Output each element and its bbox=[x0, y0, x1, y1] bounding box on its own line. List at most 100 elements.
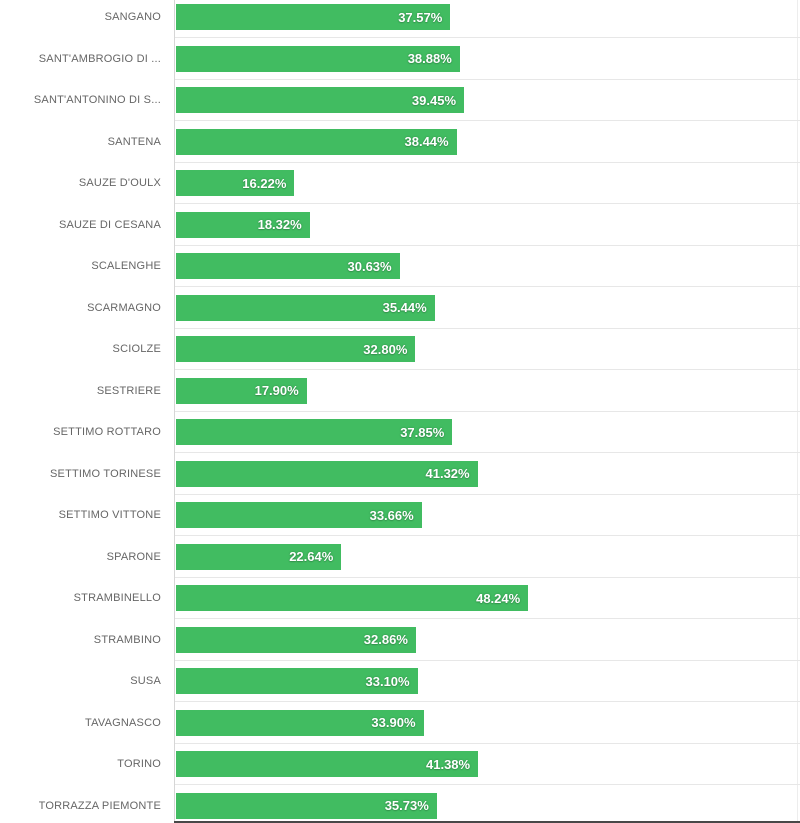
value-label: 41.32% bbox=[425, 466, 470, 481]
category-label-cell: SCIOLZE bbox=[0, 332, 175, 366]
category-label: SANGANO bbox=[104, 11, 161, 23]
plot-cell: 35.73% bbox=[175, 789, 800, 823]
value-label: 35.73% bbox=[384, 798, 429, 813]
bar[interactable]: 37.85% bbox=[176, 419, 453, 445]
bar[interactable]: 37.57% bbox=[176, 4, 451, 30]
bar[interactable]: 35.44% bbox=[176, 294, 435, 321]
chart-row: SCIOLZE 32.80% bbox=[0, 332, 800, 374]
bar[interactable]: 32.80% bbox=[176, 336, 416, 362]
category-label: SAUZE D'OULX bbox=[78, 177, 161, 189]
category-label: STRAMBINELLO bbox=[73, 592, 161, 604]
chart-row: STRAMBINO 32.86% bbox=[0, 623, 800, 665]
value-label: 37.57% bbox=[398, 9, 443, 25]
plot-cell: 38.44% bbox=[175, 125, 800, 167]
category-label: SCARMAGNO bbox=[87, 301, 161, 314]
category-label: SESTRIERE bbox=[96, 384, 161, 397]
category-label: TORINO bbox=[117, 758, 161, 770]
value-label: 38.44% bbox=[404, 134, 449, 149]
category-label-cell: SCARMAGNO bbox=[0, 291, 175, 325]
bar[interactable]: 33.10% bbox=[176, 668, 418, 694]
value-label: 41.38% bbox=[426, 756, 471, 772]
bar[interactable]: 18.32% bbox=[176, 211, 310, 238]
chart-row: SANT'ANTONINO DI S... 39.45% bbox=[0, 83, 800, 125]
plot-cell: 17.90% bbox=[175, 374, 800, 416]
bar[interactable]: 22.64% bbox=[176, 543, 342, 570]
bar[interactable]: 39.45% bbox=[176, 87, 464, 113]
chart-row: TORINO 41.38% bbox=[0, 747, 800, 789]
y-axis-line bbox=[174, 0, 175, 823]
category-label: SANT'AMBROGIO DI ... bbox=[38, 52, 161, 65]
bar[interactable]: 38.44% bbox=[176, 128, 457, 155]
value-label: 16.22% bbox=[242, 175, 287, 191]
value-label: 32.86% bbox=[363, 632, 408, 647]
category-label-cell: TORRAZZA PIEMONTE bbox=[0, 789, 175, 823]
value-label: 18.32% bbox=[257, 217, 302, 232]
bar[interactable]: 30.63% bbox=[176, 253, 400, 279]
x-axis-line bbox=[174, 820, 800, 823]
category-label-cell: SUSA bbox=[0, 664, 175, 698]
value-label: 33.66% bbox=[369, 507, 414, 523]
value-label: 30.63% bbox=[347, 258, 392, 274]
value-label: 22.64% bbox=[289, 549, 334, 564]
plot-cell: 35.44% bbox=[175, 291, 800, 333]
bar[interactable]: 33.90% bbox=[176, 709, 424, 736]
category-label-cell: STRAMBINELLO bbox=[0, 581, 175, 615]
plot-cell: 48.24% bbox=[175, 581, 800, 623]
chart-row: SAUZE DI CESANA 18.32% bbox=[0, 208, 800, 250]
category-label-cell: SESTRIERE bbox=[0, 374, 175, 408]
category-label-cell: SANT'AMBROGIO DI ... bbox=[0, 42, 175, 76]
plot-cell: 33.90% bbox=[175, 706, 800, 748]
category-label-cell: SANTENA bbox=[0, 125, 175, 159]
category-label: SAUZE DI CESANA bbox=[58, 218, 161, 231]
plot-right-boundary-line bbox=[797, 0, 798, 823]
value-label: 32.80% bbox=[363, 341, 408, 357]
category-label: SANT'ANTONINO DI S... bbox=[33, 94, 161, 106]
category-label: TORRAZZA PIEMONTE bbox=[38, 799, 161, 812]
category-label: SPARONE bbox=[106, 550, 161, 563]
plot-cell: 18.32% bbox=[175, 208, 800, 250]
bar[interactable]: 32.86% bbox=[176, 626, 416, 653]
category-label-cell: SAUZE D'OULX bbox=[0, 166, 175, 200]
bar[interactable]: 41.38% bbox=[176, 751, 479, 777]
chart-row: TORRAZZA PIEMONTE 35.73% bbox=[0, 789, 800, 823]
category-label-cell: STRAMBINO bbox=[0, 623, 175, 657]
plot-cell: 32.80% bbox=[175, 332, 800, 374]
bar[interactable]: 17.90% bbox=[176, 377, 307, 404]
category-label-cell: SAUZE DI CESANA bbox=[0, 208, 175, 242]
bar[interactable]: 16.22% bbox=[176, 170, 295, 196]
bar[interactable]: 33.66% bbox=[176, 502, 422, 528]
bar[interactable]: 38.88% bbox=[176, 45, 460, 72]
category-label: SETTIMO ROTTARO bbox=[53, 426, 161, 438]
category-label-cell: TORINO bbox=[0, 747, 175, 781]
chart-row: SESTRIERE 17.90% bbox=[0, 374, 800, 416]
bar[interactable]: 48.24% bbox=[176, 585, 529, 611]
category-label: SUSA bbox=[130, 675, 161, 687]
plot-cell: 41.38% bbox=[175, 747, 800, 789]
chart-row: SETTIMO TORINESE 41.32% bbox=[0, 457, 800, 499]
category-label: SCIOLZE bbox=[112, 343, 161, 355]
plot-cell: 33.10% bbox=[175, 664, 800, 706]
plot-cell: 39.45% bbox=[175, 83, 800, 125]
category-label-cell: SANT'ANTONINO DI S... bbox=[0, 83, 175, 117]
category-label-cell: SETTIMO VITTONE bbox=[0, 498, 175, 532]
chart-row: SANGANO 37.57% bbox=[0, 0, 800, 42]
category-label-cell: TAVAGNASCO bbox=[0, 706, 175, 740]
category-label: SETTIMO VITTONE bbox=[58, 509, 161, 521]
category-label: SETTIMO TORINESE bbox=[50, 467, 161, 480]
bar[interactable]: 35.73% bbox=[176, 792, 437, 819]
category-label: SANTENA bbox=[107, 135, 161, 148]
plot-cell: 37.57% bbox=[175, 0, 800, 42]
category-label-cell: SETTIMO TORINESE bbox=[0, 457, 175, 491]
value-label: 35.44% bbox=[382, 300, 427, 315]
chart-row: SETTIMO ROTTARO 37.85% bbox=[0, 415, 800, 457]
plot-cell: 38.88% bbox=[175, 42, 800, 84]
bar[interactable]: 41.32% bbox=[176, 460, 478, 487]
plot-cell: 30.63% bbox=[175, 249, 800, 291]
chart-row: SCARMAGNO 35.44% bbox=[0, 291, 800, 333]
chart-row: SCALENGHE 30.63% bbox=[0, 249, 800, 291]
category-label-cell: SETTIMO ROTTARO bbox=[0, 415, 175, 449]
value-label: 48.24% bbox=[476, 590, 521, 606]
category-label-cell: SPARONE bbox=[0, 540, 175, 574]
chart-row: SAUZE D'OULX 16.22% bbox=[0, 166, 800, 208]
